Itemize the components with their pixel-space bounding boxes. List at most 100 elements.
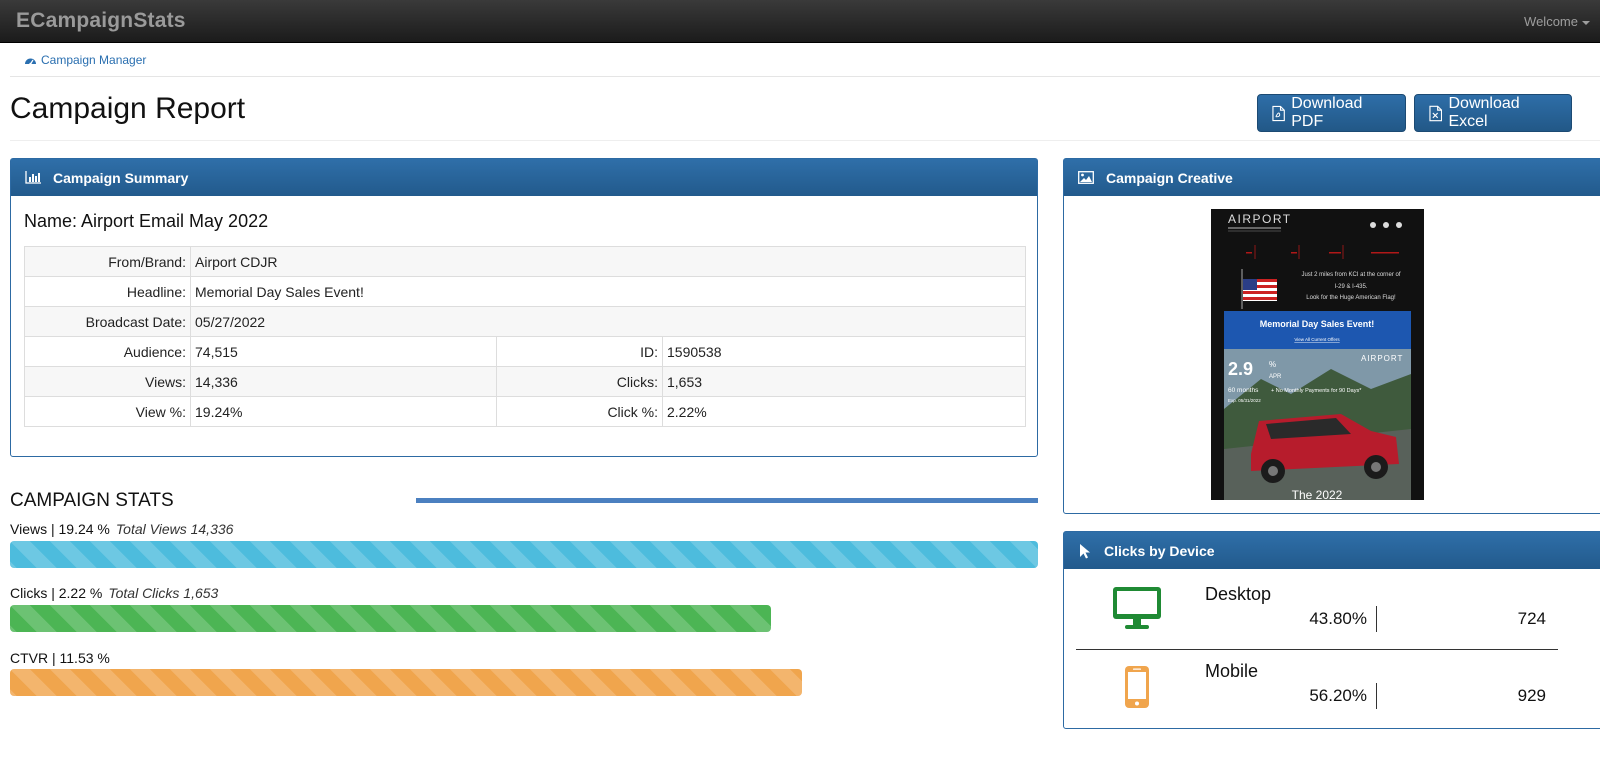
mobile-separator <box>1376 683 1377 709</box>
image-icon <box>1078 171 1094 184</box>
email-info-line-1: Just 2 miles from KCI at the corner of <box>1301 272 1400 278</box>
table-row: View %: 19.24% Click %: 2.22% <box>24 396 1026 427</box>
pdf-file-icon <box>1272 105 1285 121</box>
desktop-separator <box>1376 606 1377 632</box>
download-pdf-label: Download PDF <box>1291 95 1363 130</box>
desktop-percent: 43.80% <box>1309 609 1367 628</box>
view-pct-value: 19.24% <box>190 396 497 427</box>
desktop-label: Desktop <box>1205 584 1272 604</box>
email-creative-graphic: AIRPORT Just 2 miles from KCI at the cor… <box>1211 209 1424 500</box>
desktop-count: 724 <box>1517 609 1546 628</box>
email-creative-thumbnail[interactable]: AIRPORT Just 2 miles from KCI at the cor… <box>1211 209 1424 500</box>
campaign-creative-header: Campaign Creative <box>1064 159 1600 196</box>
audience-label: Audience: <box>24 336 191 367</box>
campaign-summary-header: Campaign Summary <box>11 159 1037 196</box>
clicks-by-device-panel: Clicks by Device Desktop 43.80% 724 Mobi… <box>1063 531 1600 729</box>
ctvr-progress-bar <box>10 669 1038 696</box>
clicks-by-device-title: Clicks by Device <box>1104 542 1215 559</box>
bar-chart-icon <box>25 171 41 184</box>
table-row: Audience: 74,515 ID: 1590538 <box>24 336 1026 367</box>
click-pct-value: 2.22% <box>662 396 1026 427</box>
clicks-by-device-header: Clicks by Device <box>1064 532 1600 569</box>
top-navbar: ECampaignStats Welcome <box>0 0 1600 43</box>
click-pct-label: Click %: <box>496 396 663 427</box>
clicks-value: 1,653 <box>662 366 1026 397</box>
table-row: Views: 14,336 Clicks: 1,653 <box>24 366 1026 397</box>
clicks-label: Clicks: <box>496 366 663 397</box>
clicks-stat-label: Clicks | 2.22 % Total Clicks 1,653 <box>10 585 218 601</box>
headline-label: Headline: <box>24 276 191 307</box>
email-info-line-2: I-29 & I-435. <box>1334 284 1367 290</box>
campaign-stats-title: CAMPAIGN STATS <box>10 490 174 511</box>
mobile-percent: 56.20% <box>1309 686 1367 705</box>
campaign-creative-panel: Campaign Creative AIRPORT Just 2 miles f… <box>1063 158 1600 514</box>
clicks-stat-text: Clicks | 2.22 % <box>10 585 103 601</box>
svg-text:%: % <box>1269 360 1276 369</box>
mobile-count: 929 <box>1517 686 1546 705</box>
mobile-phone-icon <box>1125 666 1149 708</box>
campaign-name: Name: Airport Email May 2022 <box>24 211 269 231</box>
from-brand-label: From/Brand: <box>24 246 191 277</box>
breadcrumb: Campaign Manager <box>24 53 146 67</box>
email-apr-unit: APR <box>1269 374 1282 380</box>
email-expiration: Exp. 05/31/2022 <box>1228 398 1261 403</box>
email-footer-text: The 2022 <box>1292 488 1343 500</box>
campaign-summary-table: From/Brand: Airport CDJR Headline: Memor… <box>24 246 1026 427</box>
views-stat-text: Views | 19.24 % <box>10 521 110 537</box>
id-value: 1590538 <box>662 336 1026 367</box>
device-row-mobile: Mobile 56.20% 929 <box>1064 649 1600 727</box>
page-title: Campaign Report <box>10 92 246 125</box>
broadcast-date-value: 05/27/2022 <box>190 306 1026 337</box>
clicks-progress-bar <box>10 605 1038 632</box>
from-brand-value: Airport CDJR <box>190 246 1026 277</box>
table-row: From/Brand: Airport CDJR <box>24 246 1026 277</box>
download-excel-button[interactable]: Download Excel <box>1414 94 1572 132</box>
clicks-stat-total: Total Clicks 1,653 <box>108 585 219 601</box>
desktop-icon <box>1113 587 1161 629</box>
email-months: 60 months <box>1228 387 1259 394</box>
views-value: 14,336 <box>190 366 497 397</box>
views-label: Views: <box>24 366 191 397</box>
brand-logo[interactable]: ECampaignStats <box>16 9 186 32</box>
email-logo-secondary: AIRPORT <box>1361 354 1403 363</box>
email-payments: + No Monthly Payments for 90 Days* <box>1271 388 1362 394</box>
download-pdf-button[interactable]: Download PDF <box>1257 94 1406 132</box>
views-progress-fill <box>10 541 1038 568</box>
views-progress-bar <box>10 541 1038 568</box>
welcome-menu[interactable]: Welcome <box>1524 14 1590 29</box>
headline-value: Memorial Day Sales Event! <box>190 276 1026 307</box>
ctvr-progress-fill <box>10 669 802 696</box>
clicks-progress-fill <box>10 605 771 632</box>
mobile-label: Mobile <box>1205 661 1259 681</box>
campaign-creative-title: Campaign Creative <box>1106 169 1233 186</box>
header-divider <box>10 140 1600 141</box>
welcome-label: Welcome <box>1524 14 1578 29</box>
views-stat-total: Total Views 14,336 <box>115 521 234 537</box>
campaign-stats-rule <box>416 498 1038 503</box>
breadcrumb-campaign-manager[interactable]: Campaign Manager <box>41 53 147 67</box>
audience-value: 74,515 <box>190 336 497 367</box>
view-pct-label: View %: <box>24 396 191 427</box>
email-offers-link: View All Current Offers <box>1294 337 1340 342</box>
breadcrumb-divider <box>10 76 1600 77</box>
email-info-line-3: Look for the Huge American Flag! <box>1306 295 1396 301</box>
email-apr-value: 2.9 <box>1228 359 1253 379</box>
campaign-summary-title: Campaign Summary <box>53 169 189 186</box>
broadcast-date-label: Broadcast Date: <box>24 306 191 337</box>
id-label: ID: <box>496 336 663 367</box>
download-excel-label: Download Excel <box>1448 95 1520 130</box>
campaign-summary-panel: Campaign Summary Name: Airport Email May… <box>10 158 1038 457</box>
ctvr-stat-text: CTVR | 11.53 % <box>10 650 110 666</box>
ctvr-stat-label: CTVR | 11.53 % <box>10 650 110 666</box>
email-logo: AIRPORT <box>1228 212 1292 226</box>
views-stat-label: Views | 19.24 % Total Views 14,336 <box>10 521 233 537</box>
table-row: Broadcast Date: 05/27/2022 <box>24 306 1026 337</box>
caret-down-icon <box>1582 20 1590 25</box>
device-row-desktop: Desktop 43.80% 724 <box>1064 572 1600 650</box>
excel-file-icon <box>1429 105 1443 121</box>
table-row: Headline: Memorial Day Sales Event! <box>24 276 1026 307</box>
dashboard-icon <box>25 58 36 65</box>
device-divider <box>1076 649 1558 650</box>
email-event-title: Memorial Day Sales Event! <box>1260 319 1375 329</box>
cursor-icon <box>1080 543 1090 558</box>
